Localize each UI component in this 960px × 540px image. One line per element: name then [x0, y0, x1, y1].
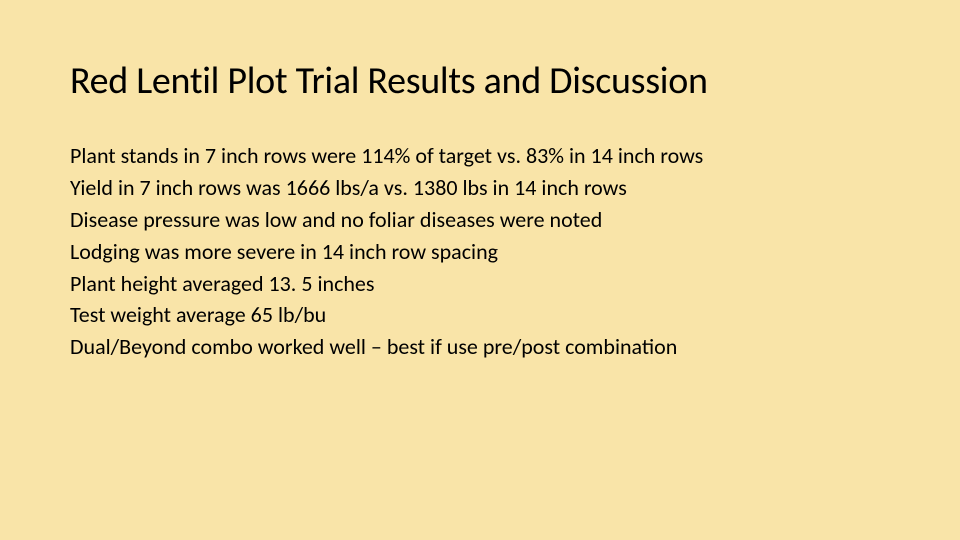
bullet-item: Plant stands in 7 inch rows were 114% of…: [70, 140, 890, 172]
slide-container: Red Lentil Plot Trial Results and Discus…: [0, 0, 960, 540]
bullet-item: Plant height averaged 13. 5 inches: [70, 268, 890, 300]
bullet-item: Dual/Beyond combo worked well – best if …: [70, 331, 890, 363]
slide-title: Red Lentil Plot Trial Results and Discus…: [70, 58, 890, 104]
bullet-item: Test weight average 65 lb/bu: [70, 299, 890, 331]
bullet-item: Disease pressure was low and no foliar d…: [70, 204, 890, 236]
bullet-item: Lodging was more severe in 14 inch row s…: [70, 236, 890, 268]
bullet-list: Plant stands in 7 inch rows were 114% of…: [70, 140, 890, 363]
bullet-item: Yield in 7 inch rows was 1666 lbs/a vs. …: [70, 172, 890, 204]
